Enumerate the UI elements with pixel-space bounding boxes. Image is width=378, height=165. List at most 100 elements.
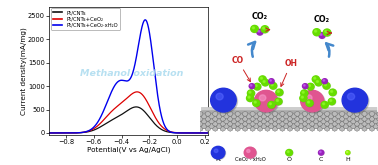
Circle shape	[301, 96, 303, 98]
Circle shape	[247, 95, 254, 102]
Text: Pt: Pt	[215, 157, 221, 162]
Circle shape	[307, 83, 314, 90]
Circle shape	[276, 99, 279, 101]
Circle shape	[253, 100, 260, 106]
Circle shape	[315, 79, 322, 86]
Circle shape	[275, 98, 282, 105]
Circle shape	[216, 93, 223, 100]
Circle shape	[300, 95, 307, 101]
Circle shape	[319, 33, 325, 38]
Circle shape	[261, 26, 268, 33]
Circle shape	[260, 77, 262, 79]
Circle shape	[257, 29, 263, 35]
Circle shape	[342, 88, 368, 112]
Circle shape	[305, 95, 312, 101]
Circle shape	[324, 29, 331, 36]
Circle shape	[323, 80, 325, 81]
Circle shape	[303, 84, 308, 89]
FancyBboxPatch shape	[201, 107, 377, 129]
Circle shape	[254, 90, 277, 112]
Circle shape	[321, 101, 328, 108]
Circle shape	[251, 25, 258, 32]
Circle shape	[320, 151, 321, 153]
Circle shape	[314, 77, 316, 79]
Text: CO₂: CO₂	[314, 15, 330, 24]
Circle shape	[347, 93, 355, 100]
Circle shape	[343, 89, 369, 113]
Circle shape	[270, 83, 277, 89]
Circle shape	[259, 95, 266, 101]
Circle shape	[262, 79, 269, 86]
Text: CO: CO	[232, 56, 250, 82]
Circle shape	[286, 149, 293, 156]
Circle shape	[255, 85, 257, 87]
Text: CeO₂ · xH₂O: CeO₂ · xH₂O	[235, 157, 265, 162]
Circle shape	[254, 84, 261, 90]
Circle shape	[319, 150, 324, 155]
Circle shape	[328, 98, 335, 105]
Circle shape	[254, 101, 256, 103]
Circle shape	[328, 99, 336, 105]
Circle shape	[323, 82, 330, 89]
Circle shape	[211, 88, 236, 112]
Circle shape	[253, 27, 254, 29]
X-axis label: Potential(V vs Ag/AgCl): Potential(V vs Ag/AgCl)	[87, 147, 170, 153]
Circle shape	[276, 89, 283, 96]
Circle shape	[322, 79, 328, 84]
Circle shape	[276, 89, 283, 96]
Circle shape	[302, 84, 308, 89]
Circle shape	[347, 151, 348, 153]
Circle shape	[314, 30, 317, 32]
Circle shape	[256, 91, 279, 113]
Legend: Pt/CNTs, Pt/CNTs+CeO₂, Pt/CNTs+CeO₂·xH₂O: Pt/CNTs, Pt/CNTs+CeO₂, Pt/CNTs+CeO₂·xH₂O	[51, 8, 120, 30]
Circle shape	[254, 83, 261, 90]
Text: CO₂: CO₂	[252, 12, 268, 21]
Circle shape	[249, 91, 251, 93]
Circle shape	[312, 76, 319, 82]
Circle shape	[329, 89, 336, 96]
Text: Methanol oxidation: Methanol oxidation	[80, 69, 183, 78]
Circle shape	[263, 27, 265, 29]
Circle shape	[212, 89, 237, 113]
Circle shape	[331, 90, 333, 92]
Circle shape	[302, 91, 325, 113]
Circle shape	[306, 100, 313, 106]
Circle shape	[301, 90, 324, 112]
Circle shape	[304, 85, 305, 86]
Circle shape	[287, 151, 289, 153]
Circle shape	[263, 81, 265, 82]
Text: O: O	[287, 157, 292, 162]
Circle shape	[212, 147, 226, 160]
Circle shape	[320, 34, 322, 35]
FancyArrowPatch shape	[326, 43, 333, 57]
Circle shape	[330, 89, 336, 96]
Circle shape	[248, 90, 254, 97]
Circle shape	[270, 103, 271, 105]
Circle shape	[248, 96, 250, 98]
Circle shape	[244, 147, 256, 158]
Circle shape	[308, 85, 310, 87]
Circle shape	[258, 31, 260, 32]
Text: OH: OH	[281, 59, 297, 86]
Circle shape	[319, 33, 325, 39]
Circle shape	[268, 101, 275, 108]
Circle shape	[307, 84, 314, 90]
Circle shape	[301, 90, 308, 97]
Circle shape	[257, 30, 263, 35]
Circle shape	[270, 80, 271, 81]
Circle shape	[262, 26, 269, 33]
Circle shape	[302, 91, 304, 93]
Circle shape	[313, 29, 321, 36]
Circle shape	[214, 149, 218, 152]
Circle shape	[249, 84, 255, 89]
Circle shape	[301, 90, 308, 97]
Circle shape	[319, 150, 324, 155]
Circle shape	[248, 90, 255, 97]
FancyBboxPatch shape	[201, 107, 377, 110]
Circle shape	[253, 100, 260, 107]
Circle shape	[246, 95, 254, 101]
Circle shape	[323, 83, 330, 89]
Circle shape	[330, 99, 332, 101]
Circle shape	[300, 95, 307, 102]
Circle shape	[345, 151, 350, 155]
